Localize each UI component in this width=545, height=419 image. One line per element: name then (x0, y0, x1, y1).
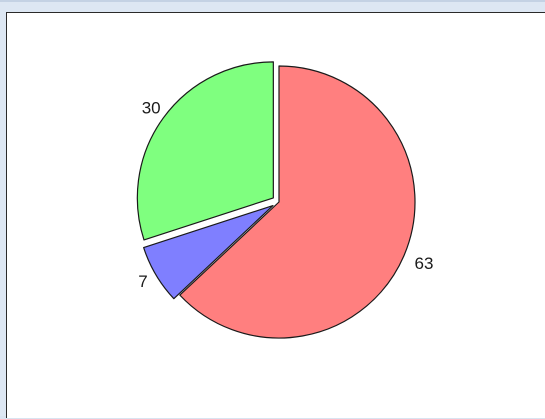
pie-slice-label-7: 7 (138, 272, 147, 291)
chart-panel: 63 7 30 (6, 12, 545, 418)
pie-slice-63 (179, 65, 416, 339)
pie-slice-7 (143, 204, 274, 300)
pie-chart: 63 7 30 (136, 61, 434, 339)
pie-slice-30 (136, 61, 274, 241)
pie-slice-label-30: 30 (142, 99, 161, 118)
pie-slice-label-63: 63 (415, 254, 434, 273)
